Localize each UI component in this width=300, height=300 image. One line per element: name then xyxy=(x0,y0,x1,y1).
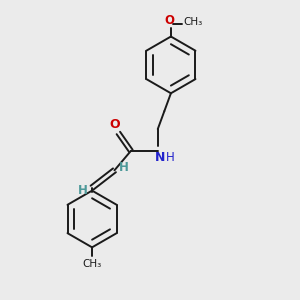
Text: H: H xyxy=(118,161,128,174)
Text: H: H xyxy=(166,151,175,164)
Text: N: N xyxy=(155,151,165,164)
Text: O: O xyxy=(110,118,120,130)
Text: CH₃: CH₃ xyxy=(82,259,102,269)
Text: CH₃: CH₃ xyxy=(183,17,203,27)
Text: H: H xyxy=(78,184,88,197)
Text: O: O xyxy=(164,14,174,27)
